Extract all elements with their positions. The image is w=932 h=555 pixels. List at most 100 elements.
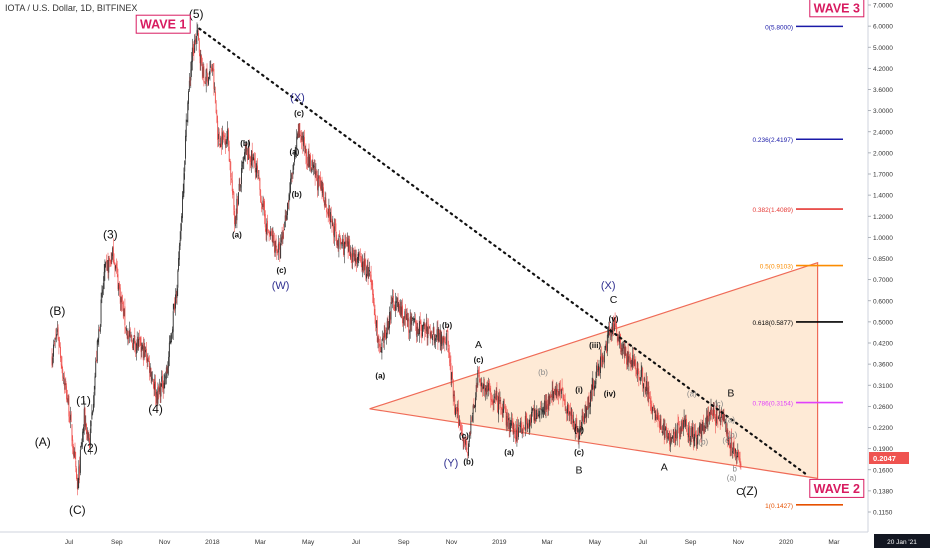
candle-body — [685, 419, 687, 427]
candle-body — [611, 331, 613, 337]
candle-body — [657, 415, 659, 420]
candle-body — [684, 418, 686, 425]
candle-body — [488, 380, 490, 389]
candle-body — [692, 426, 693, 437]
candle-body — [599, 367, 601, 373]
wave-label: (Z) — [742, 484, 757, 498]
candle-body — [141, 346, 143, 351]
candle-body — [251, 151, 253, 162]
wave-label: (v) — [609, 315, 619, 324]
candle-body — [524, 428, 525, 430]
candle-body — [389, 312, 390, 328]
candle-body — [491, 400, 493, 402]
candle-body — [70, 414, 71, 421]
candle-body — [706, 415, 708, 427]
candle-body — [588, 395, 590, 405]
candle-body — [128, 334, 130, 338]
candle-body — [286, 215, 288, 219]
candle-body — [435, 335, 437, 338]
candle-body — [55, 335, 57, 339]
candle-body — [270, 231, 272, 236]
candle-body — [214, 89, 216, 90]
candle-body — [589, 405, 591, 407]
candle-body — [646, 381, 647, 391]
candle-body — [51, 356, 53, 366]
candle-body — [158, 387, 160, 392]
candle-body — [155, 392, 157, 395]
candle-body — [557, 388, 558, 393]
candle-body — [367, 265, 369, 278]
candle-body — [353, 253, 355, 256]
candle-body — [501, 408, 502, 410]
candle-body — [117, 274, 119, 289]
fib-level-label: 0.618(0.5877) — [753, 320, 793, 327]
candle-body — [392, 297, 394, 303]
candle-body — [734, 448, 736, 456]
candle-body — [531, 409, 533, 413]
candle-body — [315, 171, 317, 176]
candle-body — [392, 296, 394, 303]
candle-body — [172, 311, 174, 332]
candle-body — [456, 407, 458, 412]
candle-body — [162, 375, 163, 389]
candle-body — [157, 387, 159, 404]
candle-body — [188, 80, 190, 91]
candle-body — [190, 69, 192, 81]
candle-body — [606, 335, 608, 352]
candle-body — [59, 344, 61, 348]
candle-body — [445, 342, 446, 343]
candle-body — [716, 406, 718, 418]
candle-body — [346, 240, 348, 244]
candle-body — [95, 361, 97, 377]
candle-body — [138, 338, 140, 347]
candle-body — [243, 157, 245, 162]
candle-body — [171, 334, 173, 340]
candle-body — [680, 428, 682, 432]
candle-body — [297, 132, 299, 138]
candle-body — [422, 325, 424, 327]
candle-body — [251, 150, 252, 166]
candle-body — [396, 297, 398, 302]
candle-body — [144, 346, 146, 353]
candle-body — [647, 387, 649, 395]
candle-body — [590, 391, 591, 407]
candle-body — [255, 168, 257, 173]
candle-body — [65, 380, 67, 387]
candle-body — [498, 396, 499, 415]
candle-body — [155, 381, 156, 398]
wave-label: (c) — [574, 448, 584, 457]
candle-body — [728, 437, 730, 445]
time-tick-label: Mar — [828, 539, 840, 546]
candle-body — [326, 209, 328, 213]
candle-body — [154, 382, 156, 390]
candle-body — [577, 429, 579, 440]
time-tick-label: May — [589, 539, 602, 546]
candle-body — [464, 442, 466, 446]
candle-body — [318, 176, 320, 179]
candle-body — [722, 413, 723, 421]
candle-body — [527, 423, 529, 429]
candle-body — [196, 30, 198, 36]
candle-body — [480, 383, 482, 387]
candle-body — [395, 301, 397, 311]
price-tick-label: 0.1600 — [873, 467, 893, 474]
candle-body — [218, 133, 219, 140]
candle-body — [560, 388, 562, 394]
candle-body — [457, 409, 459, 412]
candle-body — [504, 405, 506, 407]
wave-label: (b) — [240, 139, 251, 148]
price-tick-label: 1.7000 — [873, 172, 893, 179]
candle-body — [630, 360, 632, 364]
candle-body — [679, 427, 681, 437]
candle-body — [641, 369, 643, 371]
candle-body — [281, 235, 283, 241]
candle-body — [564, 399, 565, 402]
candle-body — [625, 347, 627, 353]
candle-body — [502, 408, 504, 418]
candle-body — [534, 409, 535, 421]
candle-body — [73, 446, 74, 456]
candle-body — [256, 166, 258, 169]
candle-body — [722, 415, 724, 420]
candle-body — [731, 437, 733, 451]
